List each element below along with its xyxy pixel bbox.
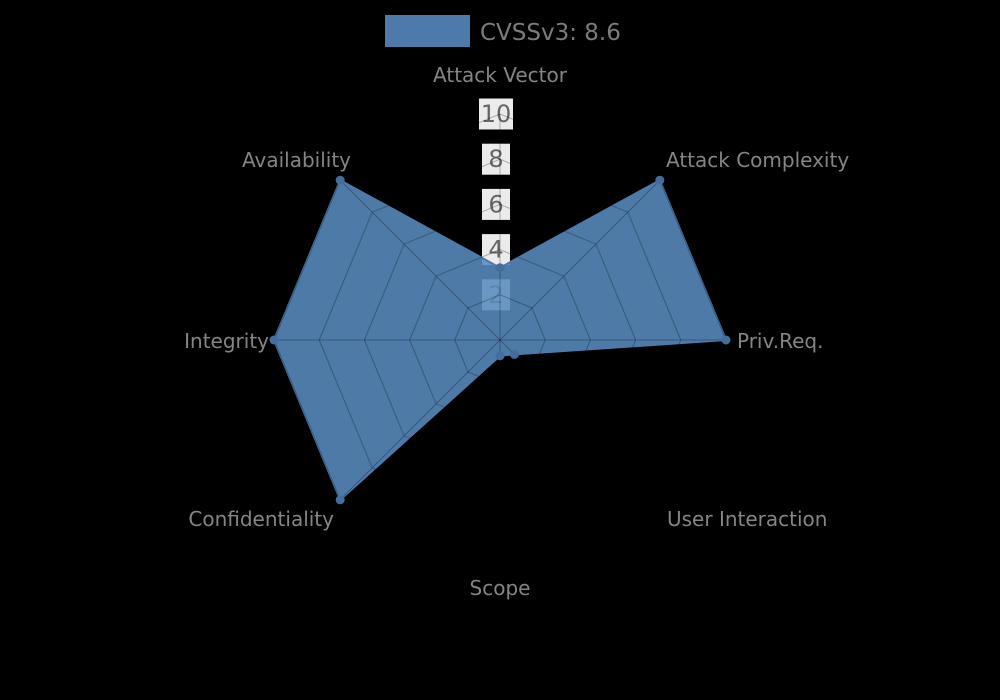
axis-label-confidentiality: Confidentiality	[188, 507, 334, 531]
axis-labels: Attack Vector Attack Complexity Priv.Req…	[184, 63, 849, 600]
axis-label-scope: Scope	[470, 576, 531, 600]
radial-tick-labels: 246810	[479, 98, 513, 311]
data-point-marker[interactable]	[495, 351, 505, 361]
tick-label: 10	[481, 100, 512, 128]
axis-label-priv-req: Priv.Req.	[737, 329, 823, 353]
grid-ring	[454, 294, 546, 386]
legend-swatch[interactable]	[385, 15, 470, 47]
grid-spoke	[339, 339, 501, 501]
data-point-marker[interactable]	[509, 349, 519, 359]
data-point-marker[interactable]	[721, 335, 731, 345]
data-point-marker[interactable]	[655, 175, 665, 185]
data-point-marker[interactable]	[335, 495, 345, 505]
tick-backdrop	[482, 188, 510, 220]
grid-ring	[363, 203, 637, 477]
legend[interactable]: CVSSv3: 8.6	[385, 15, 621, 47]
axis-label-attack-complexity: Attack Complexity	[666, 148, 849, 172]
grid-spoke	[499, 179, 661, 341]
axis-label-user-interaction: User Interaction	[667, 507, 827, 531]
grid-ring	[409, 249, 591, 431]
data-point-marker[interactable]	[495, 263, 505, 273]
data-point-marker[interactable]	[269, 335, 279, 345]
grid-spoke	[499, 339, 661, 501]
tick-label: 6	[488, 190, 503, 218]
tick-backdrop	[482, 143, 510, 175]
tick-label: 8	[488, 145, 503, 173]
grid-ring	[273, 113, 727, 567]
tick-backdrop	[479, 98, 513, 130]
tick-label: 4	[488, 236, 503, 264]
axis-label-attack-vector: Attack Vector	[433, 63, 568, 87]
grid-ring	[318, 158, 682, 522]
data-point-marker[interactable]	[335, 175, 345, 185]
radar-grid	[273, 113, 727, 567]
grid-spoke	[339, 179, 501, 341]
axis-label-integrity: Integrity	[184, 329, 269, 353]
radar-markers[interactable]	[269, 175, 731, 505]
legend-label[interactable]: CVSSv3: 8.6	[480, 20, 621, 46]
axis-label-availability: Availability	[242, 148, 351, 172]
